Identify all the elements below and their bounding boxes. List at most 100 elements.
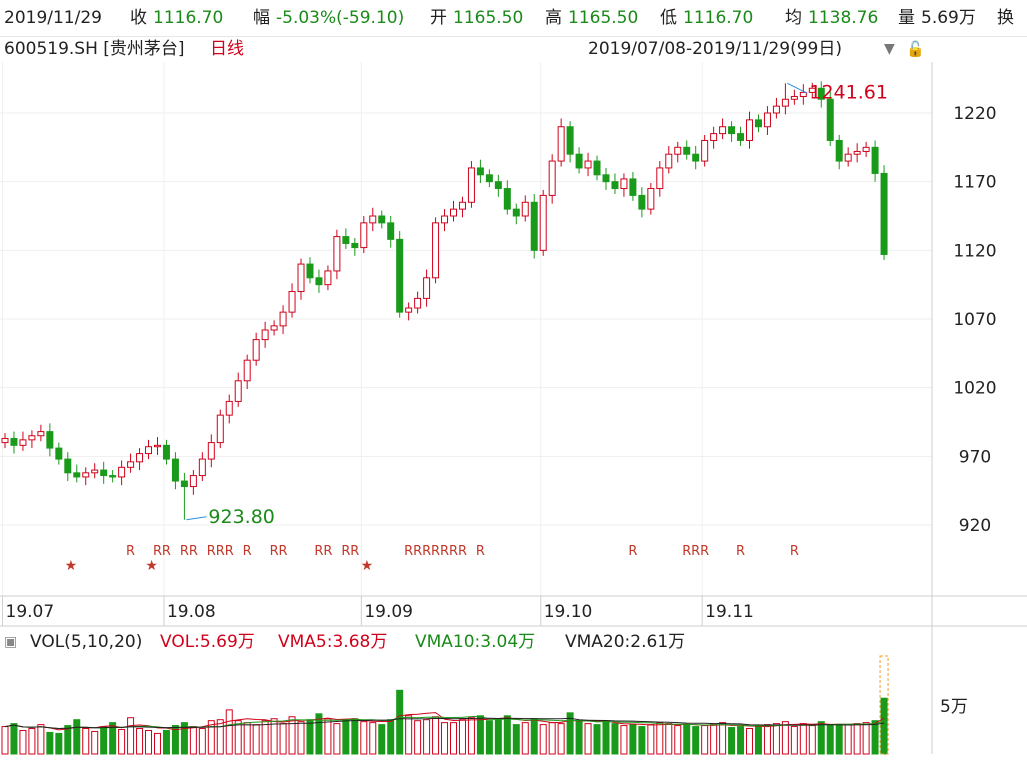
- candle-body: [28, 435, 36, 441]
- volume-bar: [28, 728, 36, 755]
- candle-body: [494, 181, 502, 190]
- dropdown-triangle-icon[interactable]: ▼: [884, 41, 895, 57]
- volume-bar: [225, 709, 233, 755]
- volume-bar: [297, 721, 305, 755]
- volume-bar: [73, 719, 81, 755]
- candle-body: [306, 263, 314, 279]
- candle-body: [441, 215, 449, 224]
- candle-body: [530, 201, 538, 251]
- candles: [1, 81, 888, 520]
- lock-icon[interactable]: 🔓: [906, 40, 925, 58]
- candle-body: [629, 178, 637, 196]
- volume-bar: [656, 722, 664, 755]
- r-signal-mark: R: [153, 544, 162, 559]
- date-tick-label: 19.09: [364, 602, 413, 622]
- volume-bar: [602, 721, 610, 755]
- candle-body: [701, 139, 709, 162]
- candle-body: [351, 242, 359, 249]
- volume-bar: [387, 719, 395, 755]
- r-signal-mark: R: [404, 544, 413, 559]
- candle-body: [611, 181, 619, 190]
- candle-body: [82, 472, 90, 478]
- candle-body: [378, 215, 386, 224]
- expand-icon[interactable]: ▣: [4, 634, 18, 650]
- volume-bar: [512, 724, 520, 755]
- volume-bar: [288, 716, 296, 755]
- volume-value: 5.69万: [921, 8, 976, 28]
- candle-body: [360, 222, 368, 249]
- r-signal-mark: R: [413, 544, 422, 559]
- price-tick-label: 1170: [953, 173, 996, 193]
- volume-bar: [234, 720, 242, 755]
- candle-body: [387, 222, 395, 240]
- quote-date: 2019/11/29: [4, 8, 102, 28]
- vma10-line: [4, 715, 885, 730]
- volume-bar: [683, 724, 691, 755]
- candle-body: [136, 453, 144, 463]
- volume-bar: [136, 728, 144, 755]
- volume-bar: [243, 722, 251, 755]
- candle-body: [279, 311, 287, 327]
- volume-bar: [737, 726, 745, 755]
- volume-bar: [853, 723, 861, 755]
- high-value: 1165.50: [568, 8, 639, 28]
- candle-body: [162, 444, 170, 460]
- volume-bar: [432, 716, 440, 755]
- volume-bar: [1, 726, 9, 755]
- r-signal-mark: R: [440, 544, 449, 559]
- candle-body: [270, 325, 278, 331]
- candle-body: [593, 160, 601, 176]
- r-signal-mark: R: [189, 544, 198, 559]
- volume-bar: [450, 722, 457, 755]
- period-label[interactable]: 日线: [210, 39, 244, 59]
- volume-bar: [396, 689, 404, 755]
- candle-body: [171, 458, 179, 482]
- date-tick-label: 19.08: [167, 602, 216, 622]
- candle-body: [109, 475, 117, 478]
- volume-bar: [728, 727, 736, 755]
- volume-bar: [799, 723, 807, 755]
- r-signal-mark: R: [422, 544, 431, 559]
- candle-body: [862, 146, 870, 152]
- volume-bar: [746, 728, 754, 755]
- volume-bar: [772, 723, 780, 755]
- candle-body: [799, 91, 807, 98]
- volume-bar: [10, 723, 18, 755]
- candle-body: [790, 96, 798, 100]
- candle-body: [808, 87, 816, 93]
- candle-body: [333, 236, 341, 272]
- volume-bar: [118, 729, 126, 755]
- r-signal-mark: R: [476, 544, 485, 559]
- candle-body: [297, 263, 305, 293]
- candle-body: [369, 215, 377, 224]
- candle-body: [880, 172, 888, 255]
- price-tick-label: 1220: [953, 104, 996, 124]
- r-signal-mark: R: [628, 544, 637, 559]
- open-value: 1165.50: [453, 8, 524, 28]
- r-signal-mark: R: [449, 544, 458, 559]
- date-ticks: 19.07 19.08 19.09 19.10 19.11: [2, 596, 754, 626]
- candle-body: [127, 461, 135, 468]
- candle-body: [145, 446, 153, 455]
- volume-bar: [100, 726, 108, 755]
- candle-body: [763, 112, 771, 128]
- candle-body: [710, 133, 718, 141]
- volume-bar: [441, 722, 449, 755]
- volume-bar: [333, 723, 341, 755]
- volume-bar: [46, 731, 54, 755]
- r-signal-mark: R: [216, 544, 225, 559]
- volume-bar: [458, 719, 466, 755]
- volume-bar: [162, 729, 170, 755]
- min-pointer: [186, 516, 207, 521]
- r-signal-mark: R: [270, 544, 279, 559]
- candle-body: [835, 139, 843, 162]
- volume-bar: [701, 725, 709, 755]
- candle-body: [844, 153, 852, 162]
- volume-bar: [880, 697, 888, 755]
- vma5-value: VMA5:3.68万: [278, 632, 388, 652]
- candle-body: [826, 98, 834, 141]
- volume-bar: [844, 724, 852, 755]
- volume-bar: [19, 729, 27, 755]
- r-signal-mark: R: [700, 544, 709, 559]
- volume-bar: [485, 720, 493, 755]
